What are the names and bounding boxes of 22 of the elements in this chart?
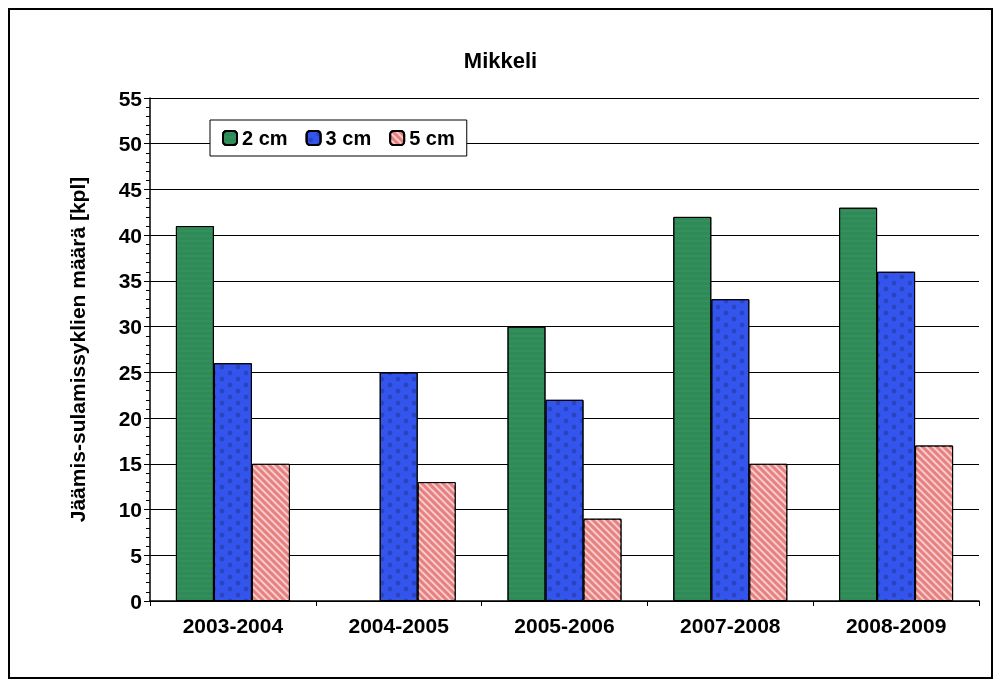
y-tick-label: 0	[130, 589, 142, 613]
y-tick-label: 25	[118, 360, 143, 384]
y-tick-label: 10	[118, 498, 142, 522]
legend-label: 3 cm	[325, 127, 372, 149]
x-tick-label: 2003-2004	[182, 614, 284, 637]
y-tick-label: 40	[118, 223, 142, 247]
chart-title: Mikkeli	[463, 47, 538, 73]
legend-label: 5 cm	[409, 127, 455, 149]
y-tick-label: 30	[118, 315, 142, 339]
y-tick-label: 20	[118, 406, 142, 430]
x-tick-label: 2008-2009	[845, 614, 947, 637]
y-tick-label: 50	[118, 132, 142, 156]
y-tick-label: 35	[118, 269, 143, 293]
y-tick-label: 45	[118, 177, 143, 201]
x-tick-label: 2007-2008	[680, 614, 781, 637]
y-tick-label: 55	[118, 86, 143, 110]
y-tick-label: 15	[118, 452, 143, 476]
y-axis-title: Jäämis-sulamissyklien määrä [kpl]	[66, 176, 89, 523]
y-tick-label: 5	[130, 543, 143, 567]
legend-label: 2 cm	[242, 127, 288, 149]
x-tick-label: 2005-2006	[514, 614, 615, 637]
x-tick-label: 2004-2005	[348, 614, 450, 637]
